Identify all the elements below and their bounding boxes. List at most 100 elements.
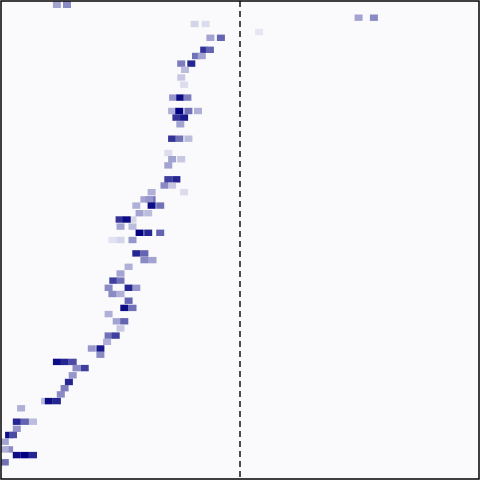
heatmap-cell [122,216,131,223]
heatmap-cell [206,34,215,41]
heatmap-cell [72,364,81,372]
heatmap-cell [29,418,37,425]
heatmap-cell [12,451,21,459]
heatmap-cell [104,284,113,291]
heatmap-cell [52,397,61,405]
heatmap-cell [144,229,153,236]
heatmap-cell [205,46,214,53]
heatmap-cell [140,250,149,257]
heatmap-cell [164,149,173,157]
heatmap-cell [160,182,169,189]
heatmap-cell [168,156,177,163]
heatmap-cell [0,438,9,445]
heatmap-cell [147,189,156,196]
heatmap-cell [124,263,133,270]
heatmap-cell [20,418,29,425]
heatmap-cell [120,318,129,325]
heatmap-cell [20,451,29,459]
heatmap-cell [156,229,165,236]
heatmap-cell [29,451,37,459]
heatmap-cell [176,94,185,101]
heatmap-cell [164,162,173,169]
heatmap-cell [132,202,141,209]
heatmap-cell [0,446,9,453]
heatmap-cell [120,304,129,312]
heatmap-cell [354,14,363,21]
heatmap-cell [200,46,209,53]
heatmap-cell [104,310,113,318]
heatmap-cell [177,156,186,163]
heatmap-cells [0,1,378,466]
heatmap-cell [132,284,141,291]
heatmap-cell [108,236,117,244]
heatmap-cell [60,358,69,366]
heatmap-cell [184,135,193,142]
heatmap-cell [60,385,69,392]
heatmap-cell [96,345,105,352]
heatmap-cell [132,250,141,257]
heatmap-cell [216,34,225,41]
heatmap-cell [111,332,120,339]
heatmap-cell [175,135,184,142]
heatmap-cell [192,52,200,60]
heatmap-cell [52,1,61,9]
heatmap-cell [156,202,165,209]
heatmap-cell [145,196,154,203]
heatmap-cell [180,114,189,121]
heatmap-cell [128,304,137,312]
heatmap-cell [184,107,193,115]
heatmap-cell [176,121,185,128]
heatmap-cell [68,358,77,366]
heatmap-cell [104,332,113,339]
heatmap-cell [116,223,125,230]
heatmap-cell [124,297,133,304]
heatmap-cell [9,431,17,439]
heatmap-cell [190,20,199,28]
heatmap-cell [128,216,137,223]
heatmap-cell [135,210,144,217]
heatmap-cell [103,338,112,345]
heatmap-cell [172,114,181,121]
heatmap-cell [168,107,177,115]
heatmap-cell [148,256,157,264]
heatmap-cell [172,176,181,183]
heatmap-cell [164,176,173,183]
heatmap-cell [116,325,125,332]
heatmap-cell [255,28,264,36]
heatmap-cell [52,358,61,366]
heatmap-cell [12,418,21,425]
heatmap-cell [56,391,65,398]
heatmap-cell [124,284,133,291]
heatmap-cell [169,94,178,101]
heatmap-cell [44,397,53,405]
heatmap-cell [147,202,156,209]
heatmap-cell [128,236,137,244]
heatmap-cell [96,351,105,358]
heatmap-cell [116,277,125,284]
heatmap-cell [168,135,177,142]
heatmap-cell [180,189,189,196]
heatmap-cell [68,372,77,379]
heatmap-cell [5,446,14,453]
heatmap-cell [168,182,177,189]
heatmap-cell [0,459,9,466]
heatmap-cell [187,60,196,67]
heatmap-cell [64,378,73,386]
heatmap-cell [116,290,125,298]
heatmap-cell [128,223,137,230]
heatmap-cell [201,20,210,28]
heatmap-cell [175,107,184,115]
heatmap-cell [17,405,26,412]
heatmap-cell [109,277,118,284]
heatmap-cell [144,210,153,217]
heatmap-cell [116,236,125,244]
heatmap-cell [194,107,202,115]
heatmap-cell [369,14,378,21]
heatmap-cell [140,196,149,203]
heatmap-cell [181,66,189,73]
heatmap-cell [115,216,124,223]
heatmap-cell [87,345,96,352]
heatmap-cell [108,290,117,298]
